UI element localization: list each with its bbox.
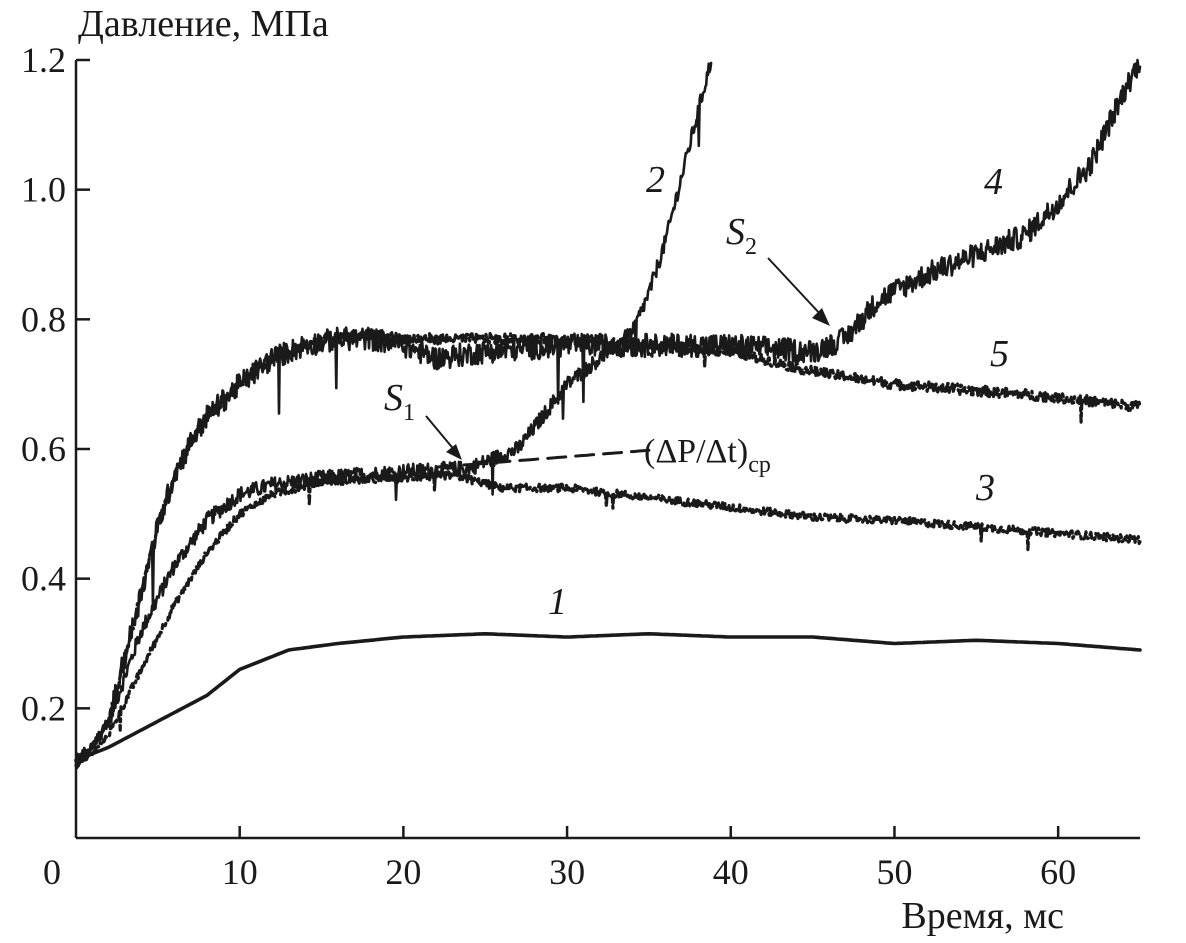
curve-label-5: 5 <box>990 333 1009 375</box>
y-tick-label: 0.4 <box>21 559 66 599</box>
formula-label: (ΔP/Δt)ср <box>644 433 771 478</box>
series-line-1 <box>74 631 1142 763</box>
x-tick-label: 30 <box>549 852 585 892</box>
annotation-s2-arrow <box>767 257 823 317</box>
x-tick-label: 20 <box>385 852 421 892</box>
series-layer <box>74 58 1142 770</box>
y-tick-label: 0.6 <box>21 429 66 469</box>
annotation-s1: S1 <box>384 377 462 460</box>
series-line-4 <box>74 58 1142 767</box>
axes <box>74 60 1140 840</box>
annotation-s1-sub: 1 <box>403 400 415 426</box>
annotation-s1-letter: S <box>384 377 403 419</box>
annotation-s2-letter: S <box>726 211 745 253</box>
x-tick-label: 40 <box>713 852 749 892</box>
x-tick-label: 0 <box>43 852 61 892</box>
formula-main: (ΔP/Δt) <box>644 433 748 470</box>
curve-label-4: 4 <box>984 161 1003 203</box>
y-tick-label: 1.0 <box>21 170 66 210</box>
ticks: 0 10 20 30 40 50 60 0.2 0.4 0.6 0.8 1.0 1.2 <box>21 40 1076 892</box>
y-axis-title: Давление, МПа <box>78 3 329 45</box>
curve-label-3: 3 <box>975 467 995 509</box>
y-tick-label: 0.8 <box>21 299 66 339</box>
curve-label-2: 2 <box>646 159 665 201</box>
annotation-s2-arrowhead <box>812 308 830 326</box>
x-tick-label: 10 <box>222 852 258 892</box>
curve-label-1: 1 <box>548 581 567 623</box>
annotation-s1-arrowhead <box>446 444 462 460</box>
y-tick-label: 0.2 <box>21 688 66 728</box>
annotation-s1-arrow <box>425 415 457 453</box>
series-line-3 <box>74 469 1142 770</box>
annotation-s1-label: S1 <box>384 377 415 426</box>
x-tick-label: 60 <box>1040 852 1076 892</box>
series-line-5 <box>74 328 1142 764</box>
series-line-6 <box>434 448 651 469</box>
annotation-s2-sub: 2 <box>745 234 757 260</box>
x-tick-label: 50 <box>876 852 912 892</box>
formula-sub: ср <box>748 452 771 478</box>
annotation-s2: S2 <box>726 211 830 326</box>
y-tick-label: 1.2 <box>21 40 66 80</box>
x-axis-title: Время, мс <box>901 895 1064 937</box>
annotation-s2-label: S2 <box>726 211 757 260</box>
